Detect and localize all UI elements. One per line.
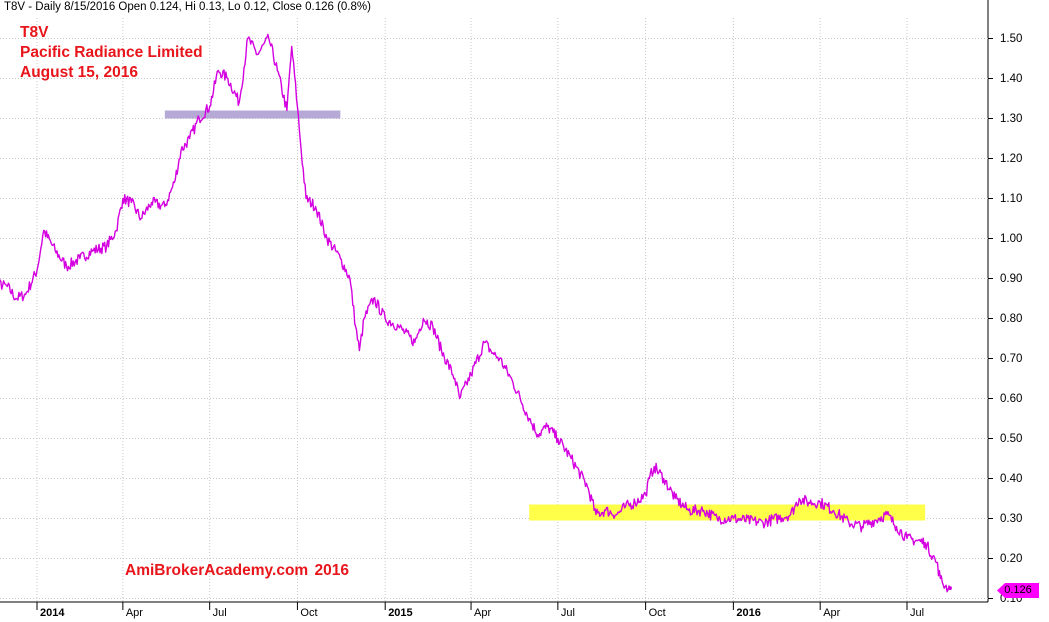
- x-tick-label: Jul: [560, 607, 575, 619]
- ticker-label: T8V: [20, 24, 49, 41]
- y-tick-label: 1.10: [1000, 192, 1023, 205]
- y-tick-label: 0.50: [1000, 432, 1023, 445]
- x-tick-label: 2014: [40, 607, 65, 619]
- watermark-text: AmiBrokerAcademy.com 2016: [125, 562, 349, 579]
- x-tick-label: Oct: [648, 607, 666, 619]
- y-tick-label: 1.20: [1000, 152, 1023, 165]
- x-tick-label: Apr: [474, 607, 492, 619]
- y-tick-label: 0.20: [1000, 552, 1023, 565]
- price-tag-shape: [997, 583, 1039, 598]
- x-tick-label: Apr: [823, 607, 841, 619]
- x-tick-label: 2016: [736, 607, 761, 619]
- date-label: August 15, 2016: [20, 64, 139, 81]
- y-tick-label: 0.80: [1000, 312, 1023, 325]
- x-tick-label: Apr: [125, 607, 143, 619]
- y-tick-label: 1.40: [1000, 72, 1023, 85]
- support-zone: [529, 504, 926, 521]
- y-tick-label: 0.90: [1000, 272, 1023, 285]
- y-tick-label: 0.40: [1000, 472, 1023, 485]
- last-price-value: 0.126: [1004, 584, 1032, 596]
- y-tick-label: 1.50: [1000, 32, 1023, 45]
- y-tick-label: 1.00: [1000, 232, 1023, 245]
- y-tick-label: 0.60: [1000, 392, 1023, 405]
- last-price-point: [947, 586, 952, 591]
- resistance-zone: [164, 110, 341, 119]
- company-label: Pacific Radiance Limited: [20, 44, 203, 61]
- y-tick-label: 0.70: [1000, 352, 1023, 365]
- last-price-tag: 0.126: [997, 583, 1039, 598]
- chart-header: T8V - Daily 8/15/2016 Open 0.124, Hi 0.1…: [4, 1, 371, 13]
- price-line: [0, 33, 951, 593]
- y-tick-label: 1.30: [1000, 112, 1023, 125]
- x-tick-label: Jul: [212, 607, 227, 619]
- x-tick-label: 2015: [388, 607, 413, 619]
- x-tick-label: Oct: [300, 607, 318, 619]
- y-tick-label: 0.30: [1000, 512, 1023, 525]
- x-tick-label: Jul: [910, 607, 925, 619]
